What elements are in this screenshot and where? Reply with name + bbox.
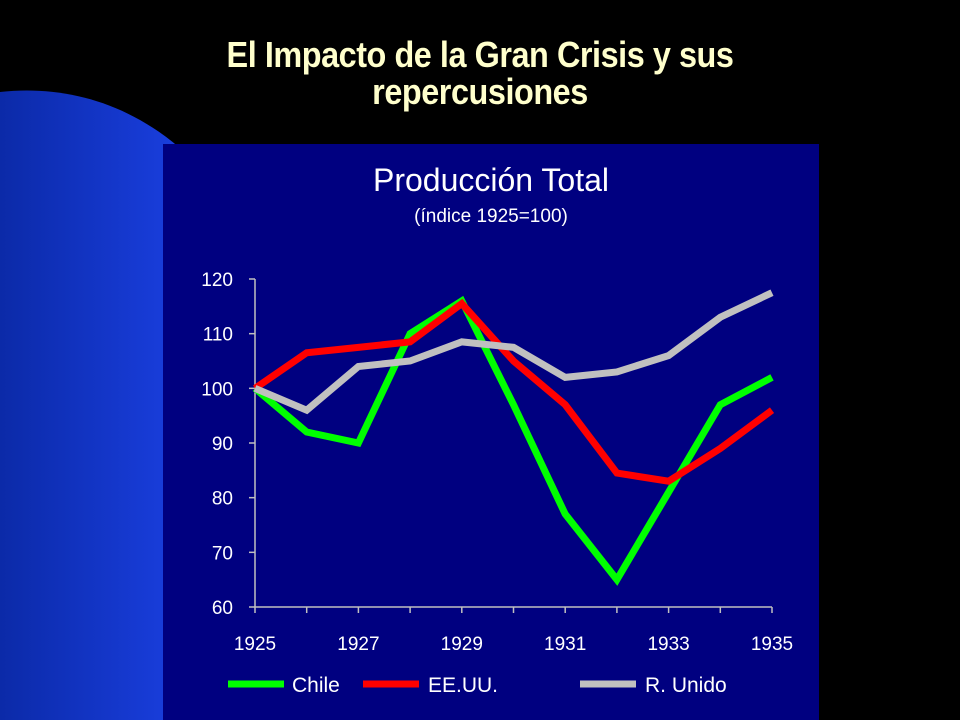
- slide-title-line1: El Impacto de la Gran Crisis y sus: [226, 34, 734, 75]
- slide-title-line2: repercusiones: [372, 71, 588, 112]
- y-tick-label: 120: [201, 270, 233, 291]
- legend-label-0: Chile: [292, 674, 340, 697]
- x-tick-label: 1935: [751, 634, 793, 655]
- chart-title: Producción Total: [373, 162, 609, 198]
- y-tick-label: 60: [212, 598, 233, 619]
- x-tick-label: 1927: [337, 634, 379, 655]
- y-tick-label: 90: [212, 434, 233, 455]
- slide-title: El Impacto de la Gran Crisis y sus reper…: [48, 36, 912, 110]
- y-tick-label: 100: [201, 379, 233, 400]
- chart-legend: Chile EE.UU. R. Unido: [228, 674, 727, 697]
- y-tick-label: 110: [203, 325, 233, 346]
- x-tick-label: 1929: [441, 634, 483, 655]
- series-line-1: [253, 298, 775, 485]
- x-tick-label: 1931: [544, 634, 586, 655]
- series-line-0: [252, 295, 774, 586]
- y-tick-label: 70: [212, 543, 233, 564]
- chart-series: [252, 289, 775, 586]
- x-tick-label: 1925: [234, 634, 276, 655]
- x-tick-label: 1933: [647, 634, 689, 655]
- legend-label-1: EE.UU.: [428, 674, 498, 697]
- chart-subtitle: (índice 1925=100): [414, 206, 568, 227]
- chart-panel: [163, 144, 819, 720]
- chart-axes: 60 70 80 90 100 110 120 1925 1927 1929 1931 1933 193…: [201, 270, 793, 655]
- legend-label-2: R. Unido: [645, 674, 727, 697]
- y-tick-label: 80: [212, 489, 233, 510]
- series-line-2: [253, 289, 774, 415]
